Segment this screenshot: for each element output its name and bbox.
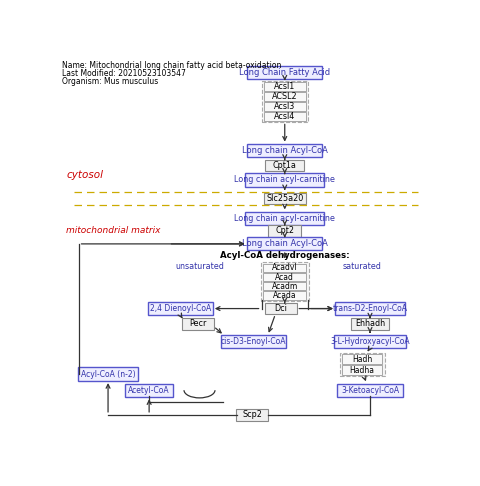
FancyBboxPatch shape [247, 237, 323, 250]
Text: Acadvl: Acadvl [272, 263, 298, 272]
Text: Acsl4: Acsl4 [274, 112, 295, 121]
Text: Ehhadh: Ehhadh [355, 319, 385, 329]
FancyBboxPatch shape [264, 92, 306, 101]
Text: Acyl-CoA (n-2): Acyl-CoA (n-2) [81, 369, 135, 379]
Text: 3-L-Hydroxyacyl-CoA: 3-L-Hydroxyacyl-CoA [330, 337, 410, 346]
FancyBboxPatch shape [342, 365, 383, 375]
Text: Hadh: Hadh [352, 355, 372, 364]
Text: Organism: Mus musculus: Organism: Mus musculus [62, 77, 158, 86]
FancyBboxPatch shape [264, 82, 306, 91]
FancyBboxPatch shape [263, 263, 306, 272]
Text: Pecr: Pecr [189, 319, 206, 329]
FancyBboxPatch shape [247, 66, 323, 79]
FancyBboxPatch shape [78, 367, 138, 381]
FancyBboxPatch shape [342, 354, 383, 364]
Text: 3-Ketoacyl-CoA: 3-Ketoacyl-CoA [341, 386, 399, 395]
Text: unsaturated: unsaturated [175, 262, 224, 272]
Text: Acyl-CoA dehydrogenases:: Acyl-CoA dehydrogenases: [220, 251, 349, 260]
FancyBboxPatch shape [181, 318, 214, 330]
FancyBboxPatch shape [247, 144, 323, 157]
FancyBboxPatch shape [245, 174, 324, 187]
Text: Acsl3: Acsl3 [274, 102, 295, 111]
Text: Long chain Acyl-CoA: Long chain Acyl-CoA [242, 146, 328, 155]
Text: trans-D2-Enoyl-CoA: trans-D2-Enoyl-CoA [333, 304, 408, 313]
Text: Acada: Acada [273, 291, 297, 300]
Text: Acsl1: Acsl1 [274, 82, 295, 91]
Text: Dci: Dci [275, 304, 288, 313]
Text: Last Modified: 20210523103547: Last Modified: 20210523103547 [62, 69, 186, 78]
Text: Cpt1a: Cpt1a [273, 161, 297, 170]
FancyBboxPatch shape [264, 112, 306, 121]
FancyBboxPatch shape [221, 335, 286, 348]
Text: Name: Mitochondrial long chain fatty acid beta-oxidation: Name: Mitochondrial long chain fatty aci… [62, 61, 282, 70]
Text: ACSL2: ACSL2 [272, 92, 298, 101]
Text: Acetyl-CoA: Acetyl-CoA [128, 386, 170, 395]
Text: 2,4 Dienoyl-CoA: 2,4 Dienoyl-CoA [149, 304, 211, 313]
Text: Long chain Acyl-CoA: Long chain Acyl-CoA [242, 240, 328, 248]
Text: Slc25a20: Slc25a20 [266, 194, 303, 203]
Text: Acad: Acad [276, 273, 294, 281]
FancyBboxPatch shape [263, 273, 306, 281]
Text: saturated: saturated [343, 262, 382, 272]
FancyBboxPatch shape [147, 302, 213, 315]
Text: Cpt2: Cpt2 [275, 226, 294, 235]
FancyBboxPatch shape [245, 212, 324, 225]
FancyBboxPatch shape [264, 102, 306, 111]
FancyBboxPatch shape [268, 225, 301, 237]
FancyBboxPatch shape [350, 318, 389, 330]
FancyBboxPatch shape [335, 335, 406, 348]
FancyBboxPatch shape [337, 383, 403, 397]
FancyBboxPatch shape [125, 383, 173, 397]
Text: cis-D3-Enoyl-CoA: cis-D3-Enoyl-CoA [221, 337, 287, 346]
FancyBboxPatch shape [340, 353, 385, 376]
FancyBboxPatch shape [262, 81, 308, 122]
FancyBboxPatch shape [263, 282, 306, 291]
Text: Acadm: Acadm [272, 282, 298, 291]
Text: Long chain acyl-carnitine: Long chain acyl-carnitine [234, 214, 335, 223]
FancyBboxPatch shape [261, 262, 309, 301]
FancyBboxPatch shape [265, 159, 304, 171]
Text: mitochondrial matrix: mitochondrial matrix [66, 226, 161, 235]
FancyBboxPatch shape [335, 302, 405, 315]
FancyBboxPatch shape [236, 409, 268, 420]
Text: Long chain acyl-carnitine: Long chain acyl-carnitine [234, 175, 335, 185]
FancyBboxPatch shape [264, 303, 297, 314]
Text: Scp2: Scp2 [242, 410, 262, 419]
FancyBboxPatch shape [263, 291, 306, 300]
Text: Long Chain Fatty Acid: Long Chain Fatty Acid [239, 68, 330, 77]
Text: Hadha: Hadha [350, 365, 375, 375]
Text: cytosol: cytosol [66, 170, 103, 180]
FancyBboxPatch shape [264, 192, 306, 204]
